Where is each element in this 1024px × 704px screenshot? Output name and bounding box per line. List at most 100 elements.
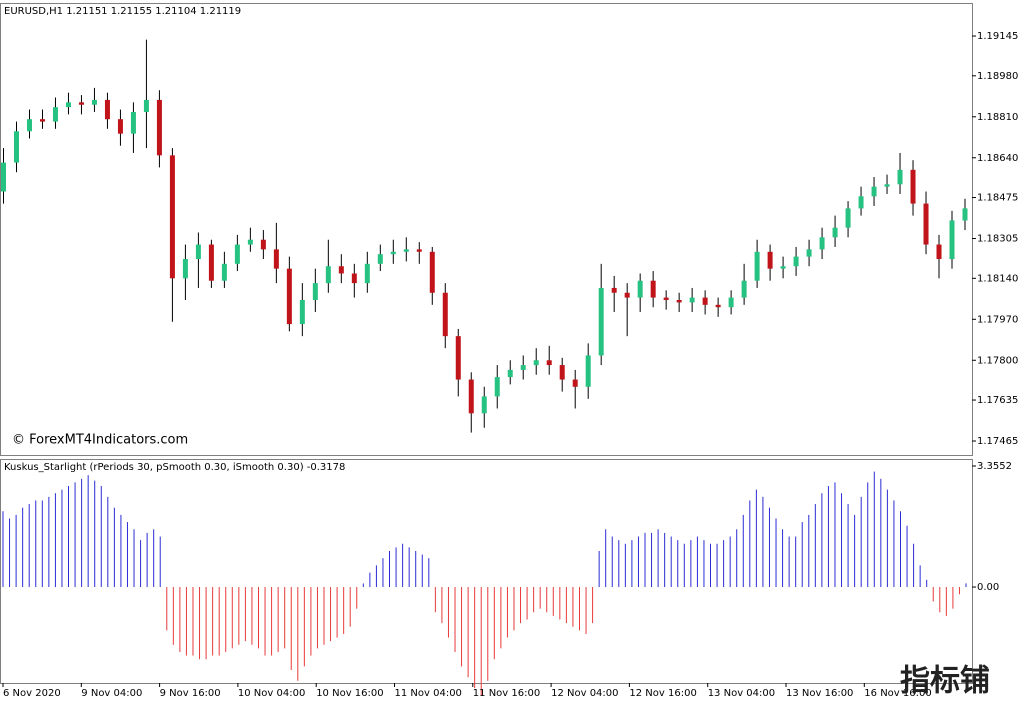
x-tick-label: 10 Nov 04:00 [238, 688, 305, 699]
candle-body [546, 360, 552, 366]
candle-body [949, 220, 955, 260]
indicator-title: Kuskus_Starlight (rPeriods 30, pSmooth 0… [4, 462, 345, 473]
x-tick-label: 13 Nov 16:00 [786, 688, 853, 699]
candle-body [429, 251, 435, 293]
candle-body [143, 99, 149, 112]
y-tick-label: 1.17800 [977, 355, 1018, 366]
candle-body [832, 227, 838, 238]
candle-body [780, 266, 786, 269]
candle-body [468, 379, 474, 414]
candle-body [533, 360, 539, 366]
candle-body [520, 365, 526, 370]
candle-body [299, 299, 305, 325]
candle-body [715, 304, 721, 308]
annotation: © ForexMT4Indicators.com [12, 433, 188, 448]
candle-body [793, 256, 799, 267]
candle-body [871, 186, 877, 197]
candle-body [273, 249, 279, 269]
candle-body [767, 251, 773, 269]
candle-body [559, 365, 565, 380]
candle-body [650, 280, 656, 298]
candle-body [286, 268, 292, 325]
candle-body [806, 249, 812, 257]
candle-body [195, 244, 201, 260]
candle-body [442, 292, 448, 337]
candle-body [39, 119, 45, 122]
y-tick-label: 1.18810 [977, 112, 1018, 123]
candle-body [338, 266, 344, 274]
candle-body [156, 99, 162, 156]
x-tick-label: 16 Nov 16:00 [864, 688, 931, 699]
candle-body [676, 299, 682, 303]
x-tick-label: 12 Nov 16:00 [629, 688, 696, 699]
candle-body [624, 292, 630, 298]
candle-body [390, 251, 396, 255]
candle-body [819, 237, 825, 250]
candle-body [741, 280, 747, 298]
y-tick-label: 0.00 [977, 582, 999, 593]
y-tick-label: 3.3552 [977, 461, 1012, 472]
candle-body [351, 273, 357, 284]
candle-body [13, 131, 19, 163]
candle-body [585, 355, 591, 387]
candle-body [169, 155, 175, 279]
candle-body [221, 263, 227, 281]
x-tick-label: 10 Nov 16:00 [316, 688, 383, 699]
candle-body [884, 184, 890, 187]
candle-body [494, 377, 500, 397]
y-tick-label: 1.19145 [977, 31, 1018, 42]
x-tick-label: 11 Nov 04:00 [395, 688, 462, 699]
candle-body [702, 297, 708, 305]
candle-body [910, 169, 916, 204]
candle-body [377, 254, 383, 264]
candle-body [728, 297, 734, 308]
price-pane [0, 3, 973, 456]
y-tick-label: 1.17465 [977, 436, 1018, 447]
candle-body [416, 249, 422, 252]
candle-body [65, 102, 71, 108]
candle-body [52, 107, 58, 122]
candle-body [182, 259, 188, 279]
candle-body [637, 280, 643, 298]
watermark: 指标铺 [900, 664, 990, 699]
x-tick-label: 9 Nov 04:00 [81, 688, 142, 699]
candle-body [598, 287, 604, 356]
candle-body [234, 244, 240, 264]
candle-body [364, 263, 370, 284]
y-tick-label: 1.18980 [977, 71, 1018, 82]
x-tick-label: 11 Nov 16:00 [473, 688, 540, 699]
y-tick-label: 1.18640 [977, 153, 1018, 164]
x-tick-label: 13 Nov 04:00 [708, 688, 775, 699]
y-tick-label: 1.18140 [977, 273, 1018, 284]
candle-body [962, 208, 968, 221]
candle-body [260, 239, 266, 250]
candle-body [663, 297, 669, 300]
y-tick-label: 1.17970 [977, 314, 1018, 325]
y-tick-label: 1.17635 [977, 395, 1018, 406]
candle-body [247, 239, 253, 245]
candle-body [689, 297, 695, 303]
candle-body [312, 283, 318, 300]
candle-body [611, 287, 617, 293]
candle-body [130, 111, 136, 134]
candle-body [91, 99, 97, 105]
candle-body [26, 119, 32, 132]
candle-body [858, 196, 864, 209]
candle-body [845, 208, 851, 228]
candle-body [104, 99, 110, 120]
indicator-pane [0, 459, 973, 684]
x-tick-label: 12 Nov 04:00 [551, 688, 618, 699]
candle-body [507, 369, 513, 378]
candle-body [481, 396, 487, 414]
candle-body [936, 244, 942, 260]
candle-body [325, 266, 331, 284]
x-tick-label: 6 Nov 2020 [3, 688, 61, 699]
x-tick-label: 9 Nov 16:00 [160, 688, 221, 699]
candle-body [1, 162, 6, 192]
candle-body [78, 102, 84, 105]
candle-body [117, 119, 123, 134]
y-tick-label: 1.18475 [977, 193, 1018, 204]
candle-body [923, 203, 929, 245]
candle-body [403, 249, 409, 252]
